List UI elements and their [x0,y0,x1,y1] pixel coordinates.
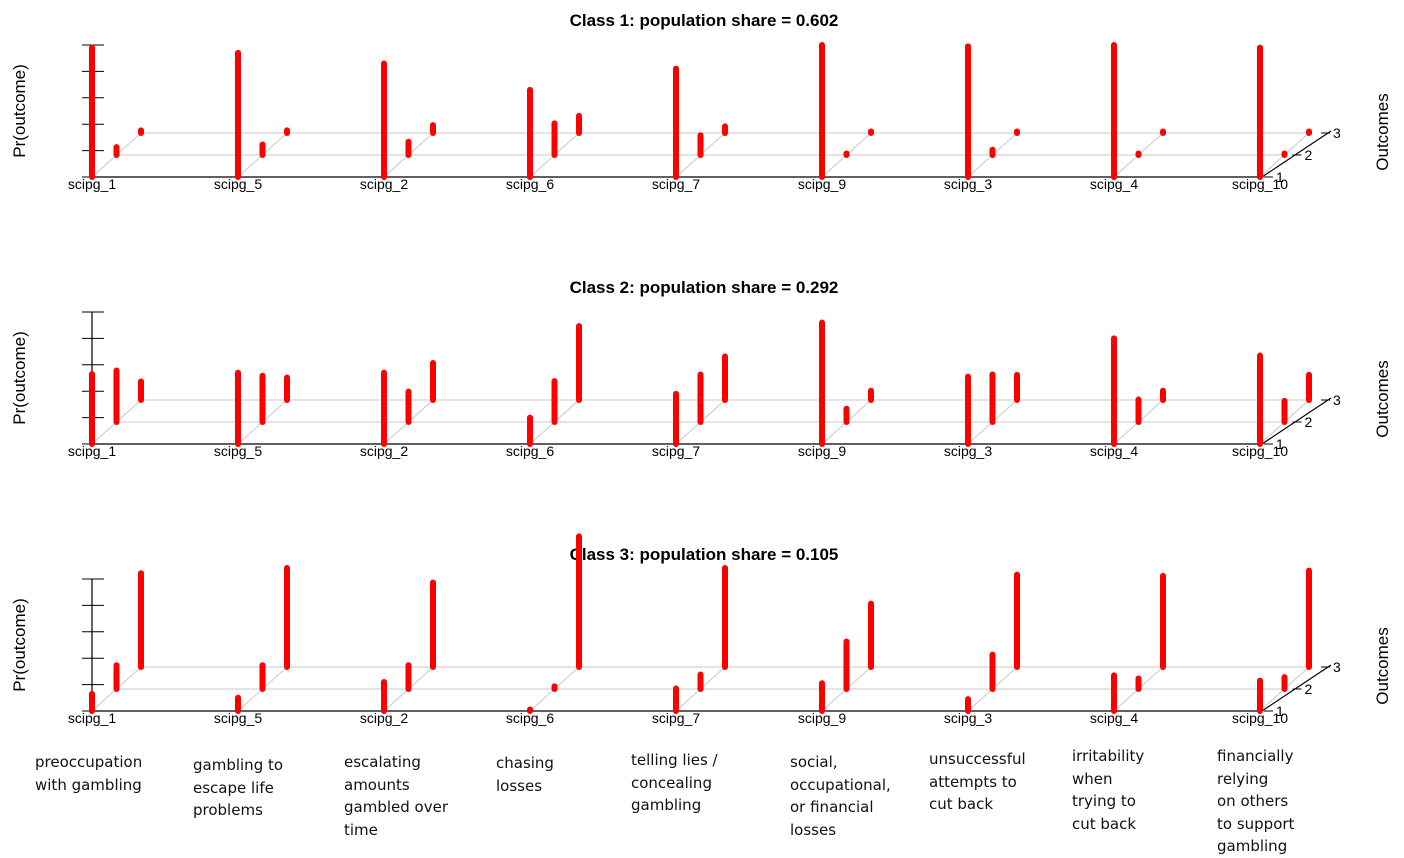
z-axis-label: Outcomes [1373,93,1392,170]
category-label: scipg_4 [1090,176,1138,192]
category-label: scipg_6 [506,710,554,726]
description-line: losses [496,776,543,795]
y-axis-label: Pr(outcome) [10,64,29,158]
item-description: social, occupational, or financial losses [790,751,891,841]
panel-title: Class 2: population share = 0.292 [570,278,839,297]
description-line: cut back [1072,814,1137,833]
category-label: scipg_10 [1232,443,1288,459]
outcome-axis [1261,397,1332,445]
category-label: scipg_4 [1090,710,1138,726]
category-label: scipg_3 [944,710,992,726]
item-description: chasing losses [496,752,554,797]
category-label: scipg_2 [360,710,408,726]
description-line: time [344,820,378,839]
y-axis-label: Pr(outcome) [10,331,29,425]
item-description: irritability when trying to cut back [1072,745,1144,835]
description-line: concealing [631,773,712,792]
category-label: scipg_1 [68,443,116,459]
description-line: preoccupation [35,753,143,771]
outcome-tick-label: 2 [1305,414,1313,430]
description-line: social, [790,753,838,771]
category-label: scipg_3 [944,176,992,192]
description-line: cut back [929,795,994,813]
description-line: trying to [1072,792,1136,810]
description-line: unsuccessful [929,750,1026,768]
latent-class-figure: Class 1: population share = 0.602 Pr(outc… [10,11,1392,726]
item-description: telling lies / concealing gambling [631,749,718,817]
category-label: scipg_5 [214,176,262,192]
category-label: scipg_1 [68,176,116,192]
description-line: telling lies / [631,751,718,769]
category-label: scipg_7 [652,176,700,192]
category-label: scipg_1 [68,710,116,726]
description-line: amounts [344,775,410,794]
description-line: gambling to [193,756,284,774]
category-label: scipg_3 [944,443,992,459]
category-label: scipg_7 [652,443,700,459]
class-panel-2: Class 2: population share = 0.292 Pr(outc… [10,278,1392,459]
item-description: financially relying on others to support gam… [1217,745,1294,858]
category-label: scipg_9 [798,710,846,726]
description-line: to support [1217,814,1295,833]
description-line: when [1072,769,1113,788]
category-label: scipg_6 [506,443,554,459]
description-line: attempts to [929,772,1017,791]
description-line: losses [790,820,837,839]
outcome-axis [1261,664,1332,712]
panel-title: Class 3: population share = 0.105 [570,545,839,564]
outcome-tick-label: 1 [1276,703,1284,719]
class-panel-1: Class 1: population share = 0.602 Pr(outc… [10,11,1392,192]
description-line: escalating [344,753,421,771]
item-description: unsuccessful attempts to cut back [929,748,1026,816]
description-line: gambling [1217,837,1288,855]
y-axis-label: Pr(outcome) [10,598,29,692]
category-label: scipg_4 [1090,443,1138,459]
z-axis-label: Outcomes [1373,360,1392,437]
outcome-tick-label: 2 [1305,681,1313,697]
category-label: scipg_5 [214,443,262,459]
z-axis-label: Outcomes [1373,627,1392,704]
category-label: scipg_2 [360,443,408,459]
outcome-tick-label: 2 [1305,147,1313,163]
item-description: preoccupation with gambling [35,751,142,796]
description-line: irritability [1072,747,1145,765]
outcome-tick-label: 3 [1333,659,1341,675]
description-line: escape life [193,778,274,797]
outcome-axis [1261,130,1332,178]
outcome-tick-label: 1 [1276,169,1284,185]
description-line: relying [1217,769,1269,788]
category-label: scipg_6 [506,176,554,192]
item-description: escalating amounts gambled over time [344,751,448,841]
outcome-tick-label: 3 [1333,125,1341,141]
description-line: occupational, [790,775,891,794]
panel-title: Class 1: population share = 0.602 [570,11,839,30]
class-panel-3: Class 3: population share = 0.105 Pr(outc… [10,533,1392,726]
category-label: scipg_2 [360,176,408,192]
category-label: scipg_7 [652,710,700,726]
description-line: financially [1217,747,1294,765]
category-label: scipg_9 [798,176,846,192]
outcome-tick-label: 3 [1333,392,1341,408]
category-label: scipg_5 [214,710,262,726]
description-line: chasing [496,754,554,772]
description-line: with gambling [35,775,142,794]
description-line: gambling [631,796,702,814]
category-label: scipg_9 [798,443,846,459]
item-description: gambling to escape life problems [193,754,283,822]
outcome-tick-label: 1 [1276,436,1284,452]
description-line: gambled over [344,798,448,816]
description-line: on others [1217,792,1289,810]
description-line: or financial [790,798,874,816]
description-line: problems [193,801,263,819]
category-label: scipg_10 [1232,176,1288,192]
category-label: scipg_10 [1232,710,1288,726]
